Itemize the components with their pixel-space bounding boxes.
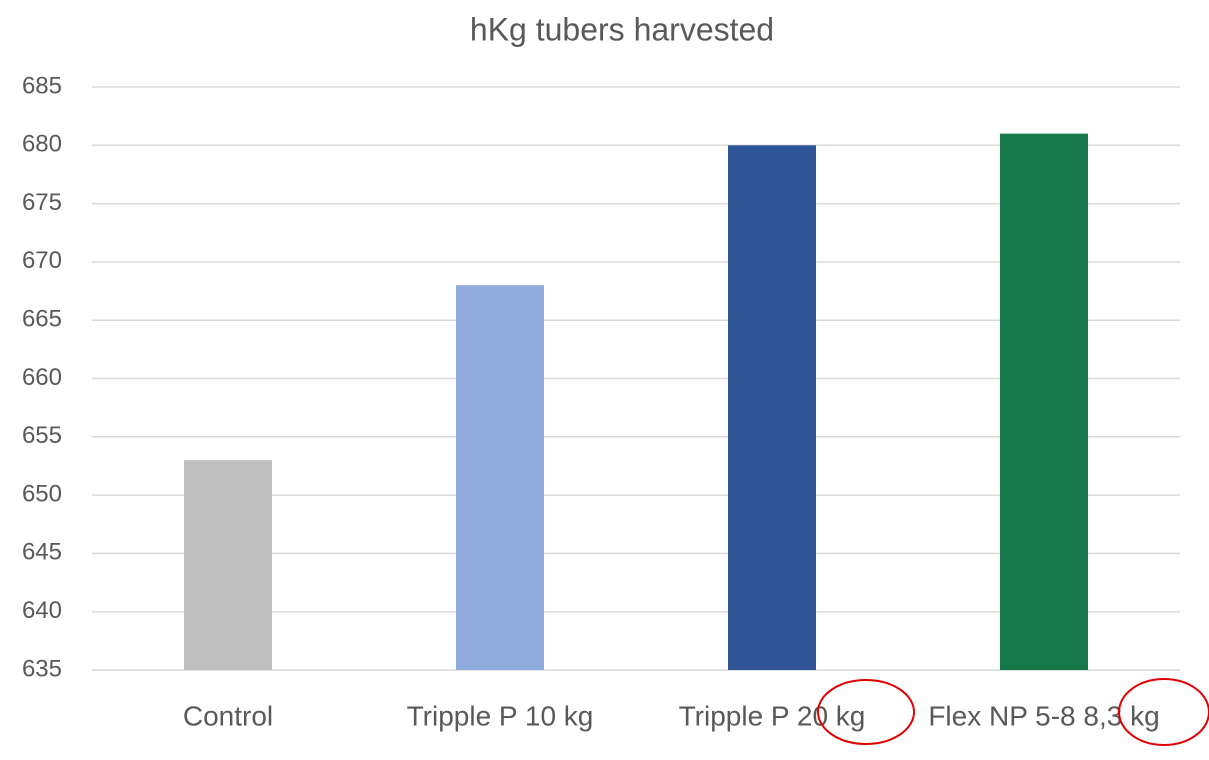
annotation-circle [817, 679, 915, 745]
y-tick-label: 640 [22, 597, 62, 624]
chart-title: hKg tubers harvested [470, 11, 774, 47]
x-tick-label: Control [183, 700, 273, 731]
x-tick-label: Tripple P 20 kg [679, 700, 866, 731]
y-tick-label: 660 [22, 364, 62, 391]
y-tick-label: 650 [22, 480, 62, 507]
y-tick-label: 645 [22, 539, 62, 566]
y-tick-label: 670 [22, 247, 62, 274]
y-tick-label: 665 [22, 306, 62, 333]
bar [456, 285, 544, 670]
y-tick-label: 685 [22, 72, 62, 99]
x-tick-label: Tripple P 10 kg [407, 700, 594, 731]
plot: 635 640 645 650 655 660 665 670 675 680 685 Control… [22, 72, 1180, 731]
bar [728, 145, 816, 671]
y-tick-label: 675 [22, 189, 62, 216]
annotation-circle [1118, 678, 1209, 746]
bar [1000, 133, 1088, 670]
y-tick-label: 655 [22, 422, 62, 449]
y-tick-label: 635 [22, 655, 62, 682]
y-tick-label: 680 [22, 131, 62, 158]
bar [184, 460, 272, 670]
x-tick-label: Flex NP 5-8 8,3 kg [928, 700, 1159, 731]
